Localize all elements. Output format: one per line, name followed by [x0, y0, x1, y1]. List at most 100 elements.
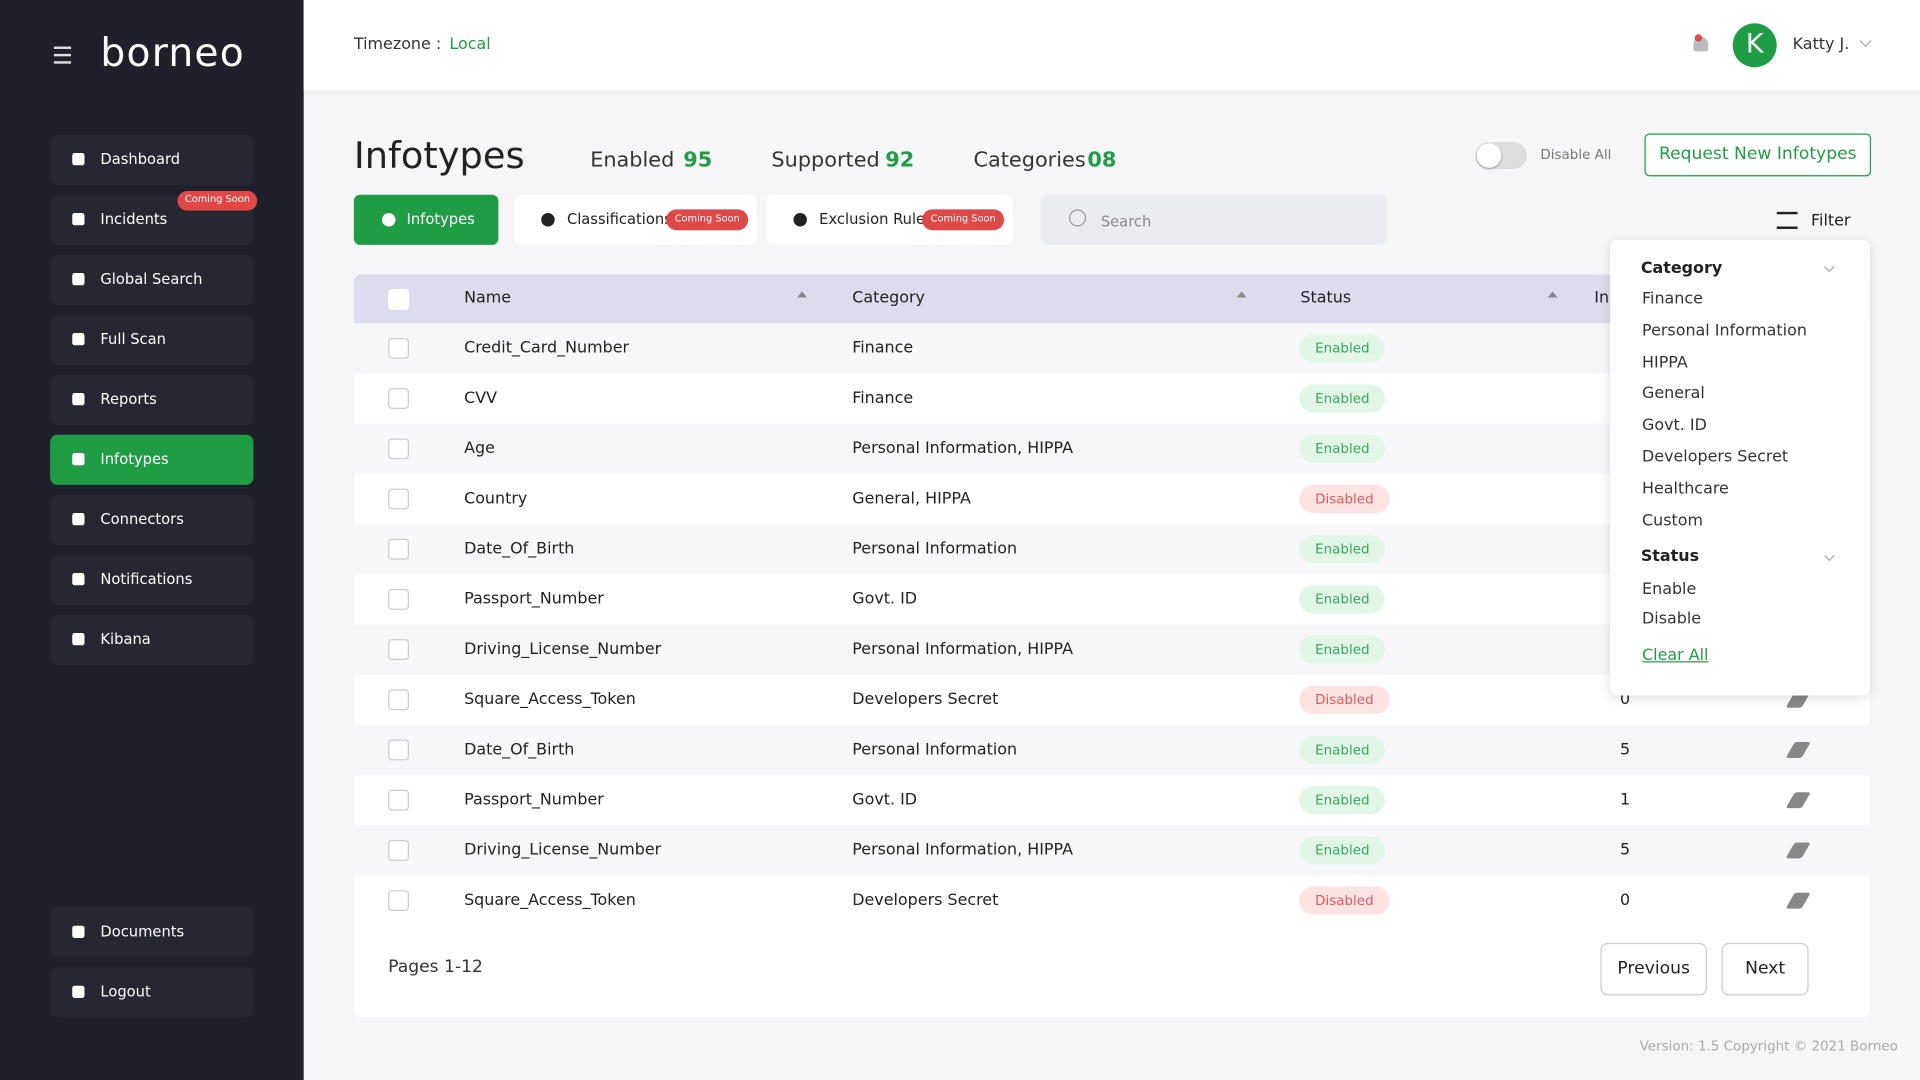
- table-row: Square_Access_Token Developers Secret Disa…: [353, 674, 1870, 725]
- stat-label: Categories: [973, 148, 1086, 173]
- filter-option[interactable]: Finance: [1642, 290, 1703, 309]
- sort-icon: [1547, 291, 1558, 298]
- tab[interactable]: Infotypes: [353, 194, 499, 245]
- search-placeholder: Search: [1100, 213, 1152, 231]
- user-name[interactable]: Katty J.: [1792, 35, 1850, 54]
- menu-icon: [53, 46, 72, 64]
- filter-option[interactable]: HIPPA: [1642, 353, 1688, 372]
- badge: Coming Soon: [922, 209, 1005, 231]
- request-button[interactable]: Request New Infotypes: [1644, 133, 1872, 177]
- nav-icon: [72, 925, 85, 938]
- checkbox[interactable]: [388, 388, 409, 409]
- table-row: Passport_Number Govt. ID Enabled 1: [353, 775, 1870, 826]
- filter-option[interactable]: Healthcare: [1642, 479, 1729, 499]
- nav-item[interactable]: Incidents Coming Soon: [50, 191, 258, 245]
- filter-option[interactable]: Custom: [1642, 511, 1704, 530]
- avatar: K: [1732, 23, 1777, 68]
- filter-option[interactable]: Enable: [1642, 580, 1697, 599]
- edit-icon[interactable]: [1785, 742, 1811, 758]
- filter-option[interactable]: Disable: [1642, 609, 1702, 629]
- nav-icon: [72, 393, 85, 406]
- edit-icon[interactable]: [1785, 792, 1811, 809]
- nav-label: Full Scan: [100, 330, 166, 348]
- edit-icon[interactable]: [1785, 842, 1811, 859]
- filter-icon[interactable]: [1776, 211, 1798, 229]
- nav-label: Global Search: [100, 270, 203, 288]
- cell-name: Driving_License_Number: [464, 640, 662, 659]
- filter-label[interactable]: Filter: [1811, 211, 1851, 231]
- chevron: [1824, 550, 1835, 562]
- cell-category: Finance: [852, 339, 914, 358]
- checkbox[interactable]: [388, 538, 409, 560]
- sidebar: borneo Dashboard Incidents Coming Soon Globa…: [0, 0, 304, 1080]
- status-pill: Disabled: [1299, 886, 1390, 915]
- checkbox[interactable]: [388, 639, 409, 661]
- clear-all[interactable]: Clear All: [1642, 646, 1709, 665]
- checkbox[interactable]: [388, 337, 409, 359]
- status-pill: Enabled: [1299, 635, 1386, 664]
- timezone-value: Local: [449, 35, 491, 54]
- edit-icon[interactable]: [1785, 892, 1811, 909]
- nav-item[interactable]: Logout: [50, 967, 254, 1018]
- column-header[interactable]: Name: [464, 288, 512, 308]
- checkbox[interactable]: [388, 288, 409, 310]
- filter-section-title: Category: [1640, 259, 1723, 278]
- toggle-knob: [1476, 143, 1502, 168]
- nav-icon: [72, 213, 85, 226]
- filter-option[interactable]: Govt. ID: [1642, 416, 1707, 435]
- filter-option[interactable]: General: [1642, 384, 1705, 404]
- filter-option[interactable]: Developers Secret: [1642, 448, 1789, 467]
- cell-category: Personal Information, HIPPA: [852, 841, 1073, 860]
- nav-item[interactable]: Connectors: [50, 494, 254, 545]
- checkbox[interactable]: [388, 488, 409, 510]
- footer: Version: 1.5 Copyright © 2021 Borneo: [1639, 1038, 1898, 1055]
- previous-button[interactable]: Previous: [1600, 942, 1707, 996]
- tab-icon: [541, 213, 555, 227]
- nav-icon: [72, 453, 85, 466]
- nav-item[interactable]: Documents: [50, 907, 254, 958]
- tab[interactable]: Classifications Coming Soon: [514, 194, 757, 245]
- cell-category: Personal Information: [852, 540, 1018, 559]
- caret: [1859, 34, 1872, 48]
- checkbox[interactable]: [388, 438, 409, 460]
- status-pill: Disabled: [1299, 484, 1390, 514]
- nav-icon: [72, 333, 85, 346]
- filter-option[interactable]: Personal Information: [1642, 321, 1807, 341]
- column-header[interactable]: Category: [852, 288, 925, 308]
- nav-icon: [72, 633, 85, 646]
- column-header[interactable]: In: [1594, 288, 1610, 308]
- cell-category: Personal Information, HIPPA: [852, 439, 1073, 458]
- pages-label: Pages 1-12: [388, 957, 483, 978]
- nav-item[interactable]: Reports: [50, 374, 254, 425]
- nav-item[interactable]: Notifications: [50, 554, 254, 605]
- page-title: Infotypes: [353, 134, 525, 178]
- checkbox[interactable]: [388, 588, 409, 610]
- checkbox[interactable]: [388, 789, 409, 811]
- checkbox[interactable]: [388, 840, 409, 861]
- status-pill: Enabled: [1299, 384, 1386, 413]
- cell-count: 0: [1620, 891, 1631, 910]
- header: Timezone : Local K Katty J.: [303, 0, 1920, 91]
- search-box[interactable]: Search: [1040, 194, 1388, 245]
- tab-label: Classifications: [566, 210, 672, 228]
- cell-count: 1: [1620, 791, 1631, 810]
- filter-section-title: Status: [1640, 547, 1700, 566]
- nav-item[interactable]: Kibana: [50, 614, 254, 665]
- checkbox[interactable]: [388, 689, 409, 711]
- checkbox[interactable]: [388, 890, 409, 912]
- cell-count: 5: [1620, 740, 1631, 760]
- tab-label: Exclusion Rules: [819, 210, 933, 228]
- nav-item[interactable]: Dashboard: [50, 134, 254, 185]
- next-button[interactable]: Next: [1721, 942, 1809, 996]
- cell-name: Passport_Number: [464, 590, 604, 609]
- checkbox[interactable]: [388, 739, 409, 761]
- cell-name: CVV: [464, 389, 497, 408]
- cell-category: Personal Information, HIPPA: [852, 640, 1073, 659]
- tab[interactable]: Exclusion Rules Coming Soon: [766, 194, 1013, 245]
- cell-name: Country: [464, 489, 528, 509]
- nav-item[interactable]: Global Search: [50, 254, 254, 305]
- cell-name: Credit_Card_Number: [464, 339, 630, 358]
- column-header[interactable]: Status: [1300, 288, 1352, 308]
- nav-item[interactable]: Full Scan: [50, 314, 254, 365]
- nav-item[interactable]: Infotypes: [50, 434, 254, 485]
